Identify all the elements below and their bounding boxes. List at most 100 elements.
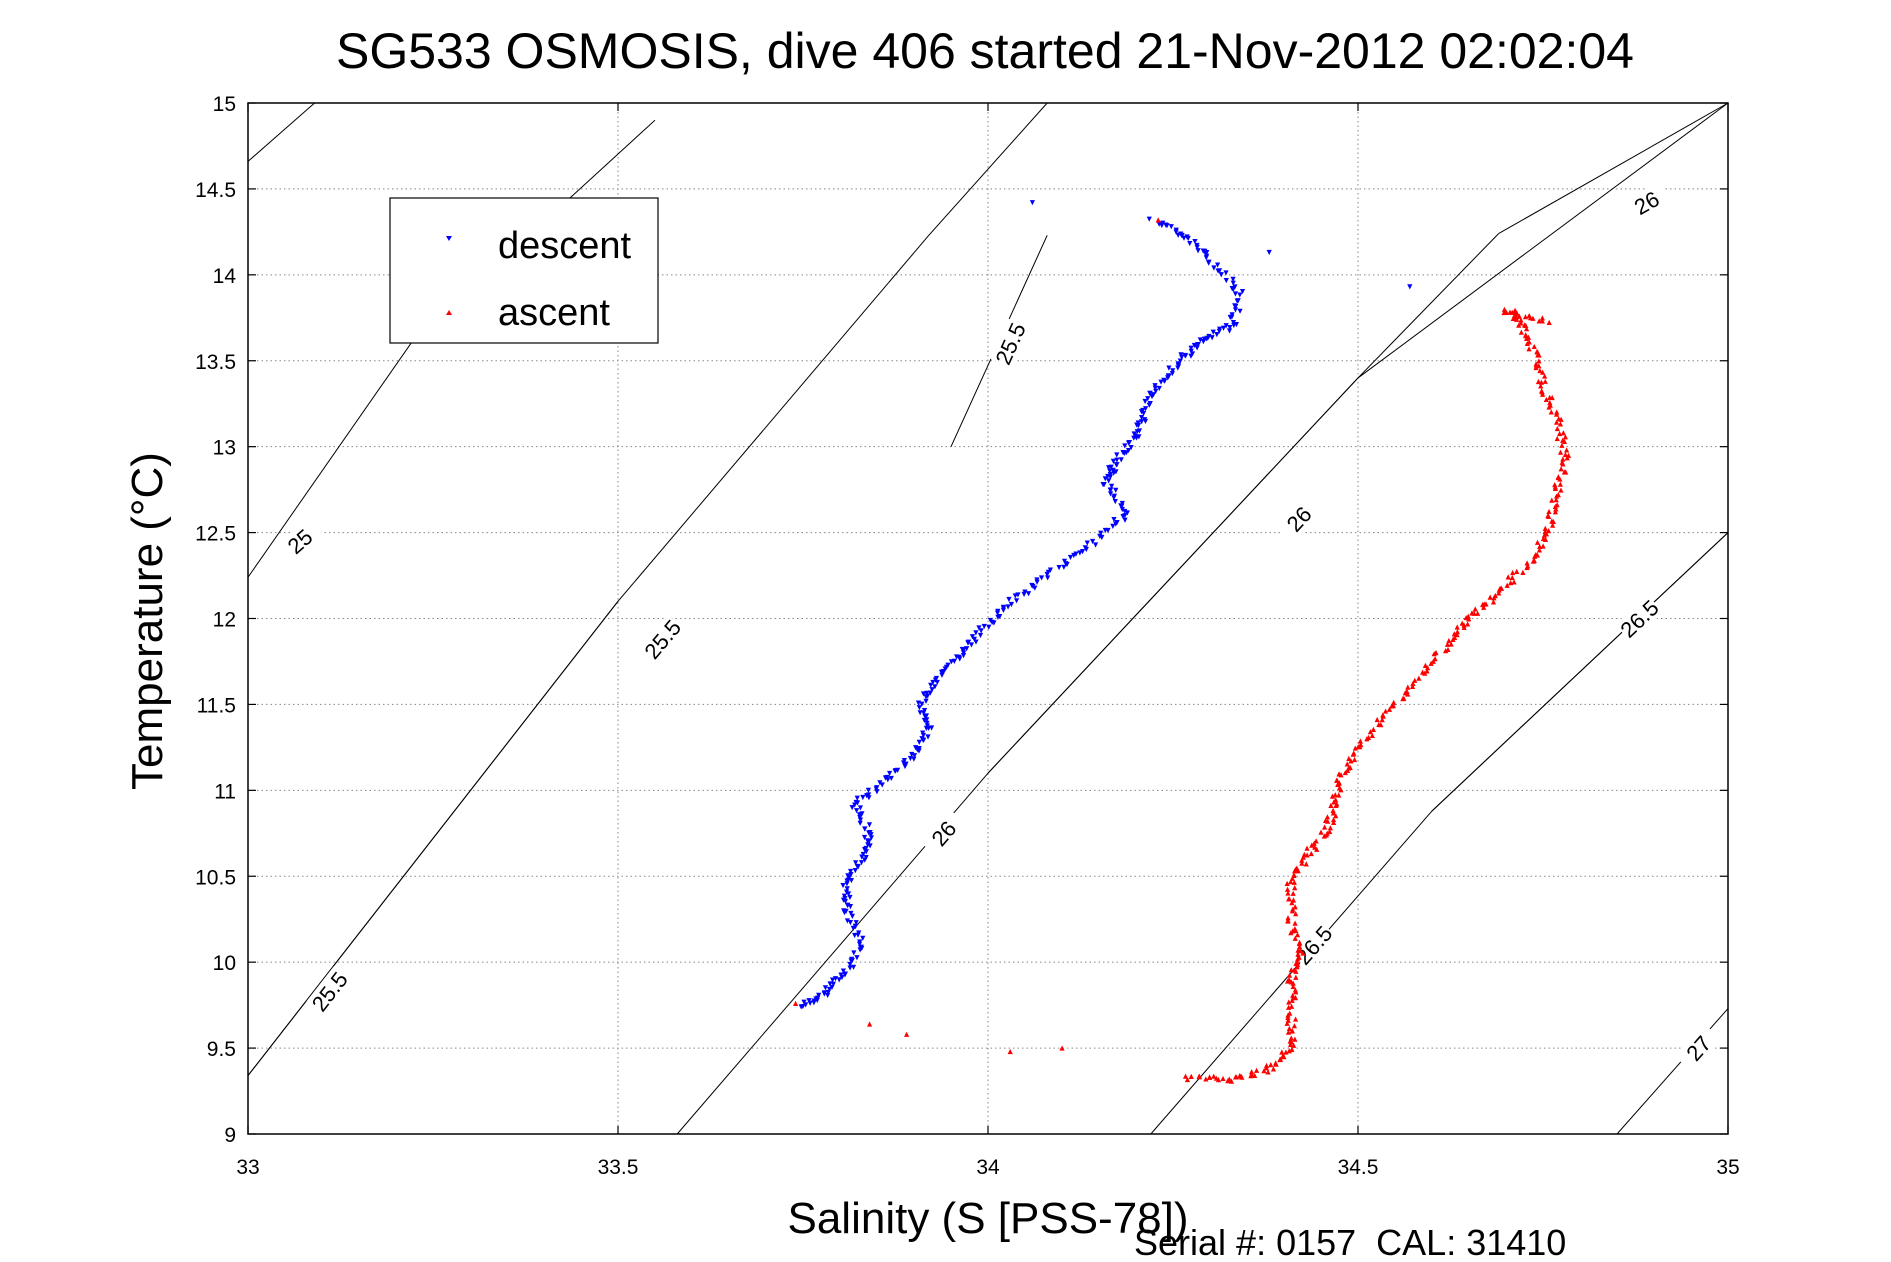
ascent-point xyxy=(1292,920,1298,926)
ascent-point xyxy=(1318,829,1324,835)
descent-point xyxy=(1188,345,1194,351)
descent-point xyxy=(1218,272,1224,278)
descent-point xyxy=(866,822,873,828)
descent-point xyxy=(847,920,854,926)
descent-point xyxy=(924,720,930,727)
descent-point xyxy=(857,805,864,811)
descent-point xyxy=(1039,575,1045,581)
descent-point xyxy=(1111,493,1117,499)
descent-point xyxy=(1135,420,1141,426)
ascent-point xyxy=(1463,614,1469,621)
descent-point xyxy=(1206,260,1212,266)
descent-point xyxy=(846,874,852,881)
ascent-point xyxy=(1541,532,1547,538)
ascent-point xyxy=(1374,716,1380,723)
x-tick-label: 34 xyxy=(976,1156,1000,1179)
ascent-point xyxy=(1492,592,1498,599)
ascent-point xyxy=(1300,950,1306,956)
descent-point xyxy=(1235,298,1241,304)
ascent-point xyxy=(1382,708,1389,714)
ascent-point xyxy=(1296,939,1303,945)
x-tick-label: 33 xyxy=(236,1156,259,1179)
descent-point xyxy=(857,945,864,951)
ascent-point xyxy=(1378,722,1384,728)
ascent-point xyxy=(1289,1046,1295,1052)
descent-point xyxy=(856,930,862,936)
ascent-point xyxy=(1308,850,1314,857)
x-tick-label: 35 xyxy=(1716,1156,1739,1179)
descent-point xyxy=(798,1004,804,1010)
y-tick-label: 14.5 xyxy=(195,179,236,202)
descent-point xyxy=(1047,567,1054,573)
descent-point xyxy=(862,847,868,853)
ascent-point xyxy=(1405,684,1411,690)
descent-point xyxy=(1230,276,1236,282)
ascent-point xyxy=(1293,911,1299,917)
descent-point xyxy=(1032,585,1038,591)
descent-point xyxy=(1005,604,1011,610)
ascent-point xyxy=(1327,825,1333,831)
descent-point xyxy=(879,782,885,788)
ascent-point xyxy=(1277,1056,1283,1063)
descent-point xyxy=(966,639,972,645)
ascent-point xyxy=(1560,430,1566,436)
ascent-point xyxy=(1248,1071,1255,1077)
descent-point xyxy=(830,981,836,987)
descent-point xyxy=(1200,248,1206,254)
ascent-point xyxy=(1533,551,1539,558)
legend-label-descent: descent xyxy=(498,225,632,267)
descent-point xyxy=(920,737,926,743)
descent-point xyxy=(848,910,854,917)
descent-point xyxy=(858,860,865,866)
descent-point xyxy=(956,654,962,660)
ascent-point xyxy=(1286,1025,1292,1031)
descent-point xyxy=(864,838,871,844)
ascent-point xyxy=(1336,771,1342,777)
ascent-point xyxy=(1380,712,1386,718)
ascent-point xyxy=(1333,813,1339,819)
ascent-point xyxy=(1288,1039,1295,1045)
ascent-point xyxy=(1562,434,1568,440)
y-tick-label: 12.5 xyxy=(195,523,236,546)
descent-point xyxy=(932,684,938,690)
axis-ticks: 33 33.5 34 34.5 35 9 9.5 10 10.5 11 11.5 12 12.5 13 13… xyxy=(195,93,1740,1179)
descent-point xyxy=(1177,358,1183,364)
descent-point xyxy=(844,881,850,887)
descent-point xyxy=(1226,328,1233,334)
ascent-point xyxy=(1526,346,1532,352)
ascent-point-isolated xyxy=(904,1031,910,1037)
chart-title: SG533 OSMOSIS, dive 406 started 21-Nov-2… xyxy=(336,23,1634,79)
descent-point xyxy=(1191,342,1197,349)
descent-point xyxy=(1187,240,1193,247)
descent-point xyxy=(1025,591,1032,597)
descent-point xyxy=(1008,601,1015,608)
descent-point xyxy=(917,710,923,716)
ascent-point xyxy=(1285,890,1291,896)
descent-point xyxy=(1079,549,1086,555)
ascent-point xyxy=(1285,915,1291,921)
descent-point xyxy=(1084,540,1090,546)
ascent-point xyxy=(1553,497,1559,503)
y-tick-label: 10 xyxy=(213,952,236,975)
descent-point xyxy=(1113,462,1119,468)
ascent-point xyxy=(1292,987,1298,993)
ascent-point xyxy=(1540,535,1547,542)
descent-point xyxy=(1105,527,1111,534)
density-contour-line xyxy=(247,601,619,1076)
descent-point xyxy=(1142,417,1148,423)
ascent-point xyxy=(1284,886,1291,892)
descent-point xyxy=(1073,551,1079,557)
ascent-point xyxy=(1554,409,1560,415)
descent-point-isolated xyxy=(1407,284,1413,290)
descent-point xyxy=(1013,598,1020,604)
ascent-point xyxy=(1330,816,1337,823)
descent-point xyxy=(1107,471,1113,478)
contour-label-bg xyxy=(1275,494,1323,544)
descent-point xyxy=(1194,244,1200,251)
ascent-point xyxy=(1433,649,1439,656)
ascent-point xyxy=(1327,828,1333,835)
ascent-point xyxy=(1547,399,1553,406)
ascent-point xyxy=(1322,824,1328,830)
ascent-point xyxy=(1401,695,1407,701)
descent-point xyxy=(849,956,855,962)
